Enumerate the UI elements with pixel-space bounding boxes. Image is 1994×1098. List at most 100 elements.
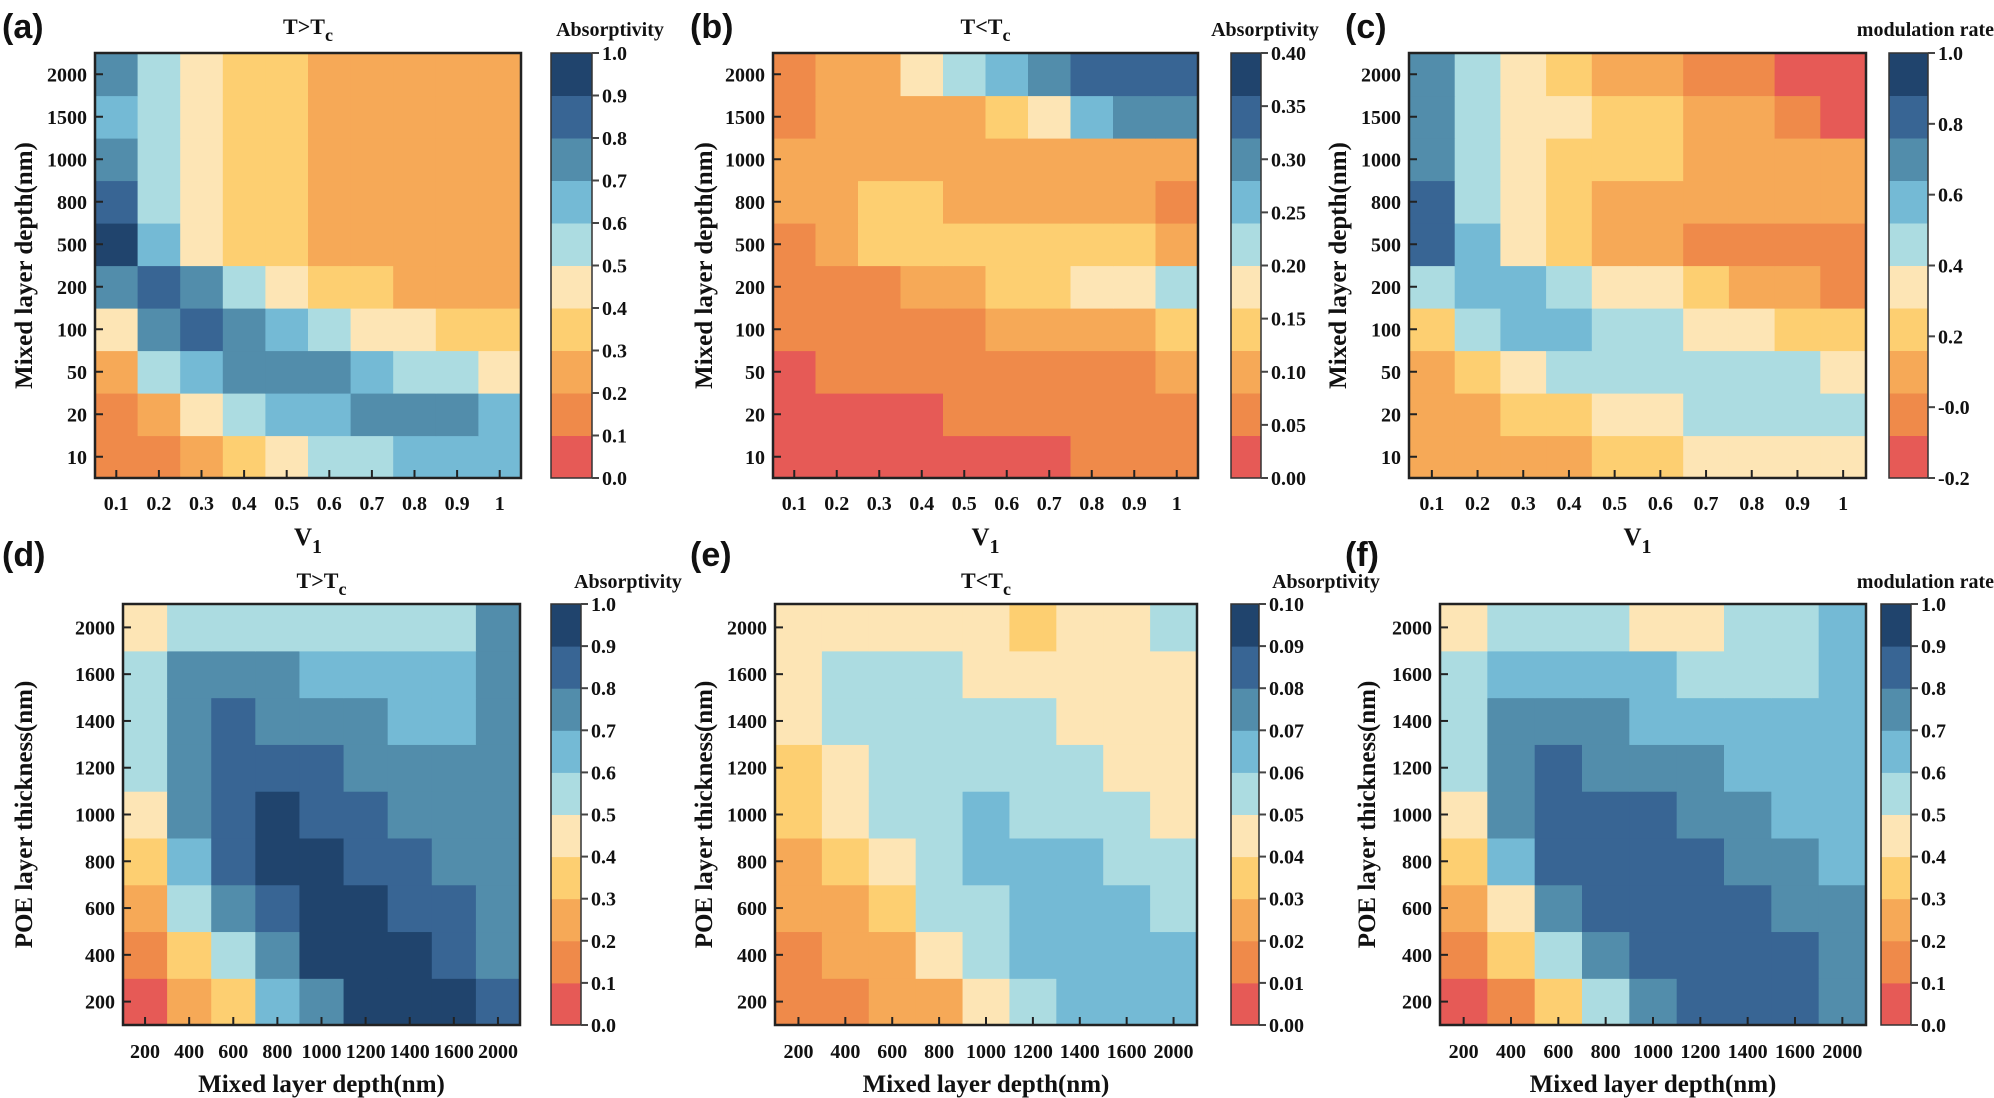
heatmap-cell xyxy=(1534,604,1583,652)
colorbar-label: modulation rate xyxy=(1857,571,1994,593)
x-tick-label: 0.5 xyxy=(274,493,299,515)
panel-title: T<Tc xyxy=(961,14,1011,45)
x-tick-label: 0.1 xyxy=(1419,493,1444,515)
colorbar-tick-label: 0.9 xyxy=(1921,636,1946,658)
heatmap-cell xyxy=(265,138,309,182)
colorbar-tick-label: 0.5 xyxy=(591,805,616,827)
colorbar-tick-label: 0.40 xyxy=(1271,43,1306,65)
heatmap-cell xyxy=(1683,95,1730,139)
heatmap-cell xyxy=(962,931,1011,979)
heatmap-cell xyxy=(821,650,870,699)
heatmap-cell xyxy=(1724,791,1772,839)
heatmap-cell xyxy=(985,265,1029,309)
heatmap-cell xyxy=(900,223,944,267)
heatmap-cell xyxy=(1155,180,1199,224)
heatmap-cell xyxy=(821,744,870,792)
colorbar-band xyxy=(551,940,581,984)
x-tick-label: 0.9 xyxy=(445,493,470,515)
colorbar-band xyxy=(551,730,581,773)
colorbar-tick-label: 0.20 xyxy=(1271,256,1306,278)
colorbar-tick-label: 1.0 xyxy=(591,594,616,616)
colorbar-tick-label: 0.07 xyxy=(1269,720,1304,742)
y-tick-label: 600 xyxy=(1402,898,1432,920)
x-tick-label: 0.5 xyxy=(1602,493,1627,515)
heatmap-cell xyxy=(255,884,301,933)
heatmap-cell xyxy=(815,350,859,394)
heatmap-cell xyxy=(1534,884,1583,933)
heatmap-cell xyxy=(1771,650,1820,699)
colorbar-tick-label: 0.6 xyxy=(1938,185,1963,207)
heatmap-cell xyxy=(1728,350,1776,394)
heatmap-cell xyxy=(858,265,902,309)
heatmap-cell xyxy=(1500,350,1547,394)
heatmap-cell xyxy=(1676,931,1725,979)
heatmap-cell xyxy=(299,744,345,792)
x-tick-label: 0.7 xyxy=(359,493,384,515)
heatmap-cell xyxy=(1534,791,1583,839)
y-tick-label: 1000 xyxy=(75,805,115,827)
heatmap-cell xyxy=(1487,837,1536,886)
heatmap-cell xyxy=(1629,791,1678,839)
heatmap-cell xyxy=(858,223,902,267)
colorbar-tick-label: 0.02 xyxy=(1269,931,1304,953)
x-tick-label: 600 xyxy=(218,1041,248,1063)
colorbar-band xyxy=(1881,604,1911,647)
heatmap-cell xyxy=(308,308,352,352)
heatmap-cell xyxy=(1820,265,1867,309)
colorbar-tick-label: 0.01 xyxy=(1269,973,1304,995)
colorbar-band xyxy=(1881,898,1911,942)
heatmap-cell xyxy=(1774,138,1821,182)
panel-title-sub: c xyxy=(1003,579,1011,599)
heatmap-cell xyxy=(211,697,256,745)
heatmap-cell xyxy=(1637,138,1684,182)
heatmap-cell xyxy=(1500,180,1547,224)
heatmap-cell xyxy=(1113,265,1157,309)
heatmap-cell xyxy=(1546,350,1593,394)
colorbar-tick-label: 0.5 xyxy=(602,256,627,278)
heatmap-cell xyxy=(1155,350,1199,394)
heatmap-cell xyxy=(943,138,987,182)
heatmap-cell xyxy=(1629,931,1678,979)
heatmap-cell xyxy=(393,350,437,394)
colorbar-tick-label: 0.09 xyxy=(1269,636,1304,658)
heatmap-cell xyxy=(222,180,266,224)
heatmap-cell xyxy=(1056,650,1104,699)
y-tick-label: 2000 xyxy=(1361,64,1401,86)
heatmap-cell xyxy=(962,650,1011,699)
heatmap-cell xyxy=(308,393,352,437)
y-tick-label: 50 xyxy=(67,362,87,384)
colorbar-band xyxy=(1231,730,1259,773)
x-tick-label: 0.6 xyxy=(317,493,342,515)
heatmap-cell xyxy=(1820,95,1867,139)
colorbar-tick-label: 0.6 xyxy=(1921,762,1946,784)
heatmap-cell xyxy=(475,650,521,699)
colorbar-band xyxy=(1231,308,1261,351)
colorbar-band xyxy=(1231,180,1261,224)
colorbar-tick-label: -0.0 xyxy=(1938,397,1970,419)
heatmap-cell xyxy=(962,884,1011,933)
heatmap-cell xyxy=(431,650,477,699)
heatmap-cell xyxy=(1056,744,1104,792)
x-tick-label: 0.2 xyxy=(1465,493,1490,515)
heatmap-cell xyxy=(821,931,870,979)
x-axis-label-sub: 1 xyxy=(990,536,1000,558)
heatmap-cell xyxy=(1546,308,1593,352)
heatmap-cell xyxy=(900,308,944,352)
x-axis-label-main: V xyxy=(1623,524,1641,551)
x-tick-label: 0.2 xyxy=(146,493,171,515)
heatmap-cell xyxy=(1818,604,1867,652)
heatmap-cell xyxy=(858,393,902,437)
heatmap-cell xyxy=(1009,697,1057,745)
colorbar-band xyxy=(551,856,581,900)
x-tick-label: 200 xyxy=(1449,1041,1479,1063)
heatmap-cell xyxy=(1771,884,1820,933)
heatmap-cell xyxy=(821,604,870,652)
y-tick-label: 800 xyxy=(1371,192,1401,214)
heatmap-cell xyxy=(478,138,522,182)
colorbar-band xyxy=(1231,898,1259,942)
heatmap-cell xyxy=(1070,265,1114,309)
heatmap-cell xyxy=(1676,884,1725,933)
colorbar-band xyxy=(1231,604,1259,647)
colorbar-band xyxy=(1889,393,1928,436)
